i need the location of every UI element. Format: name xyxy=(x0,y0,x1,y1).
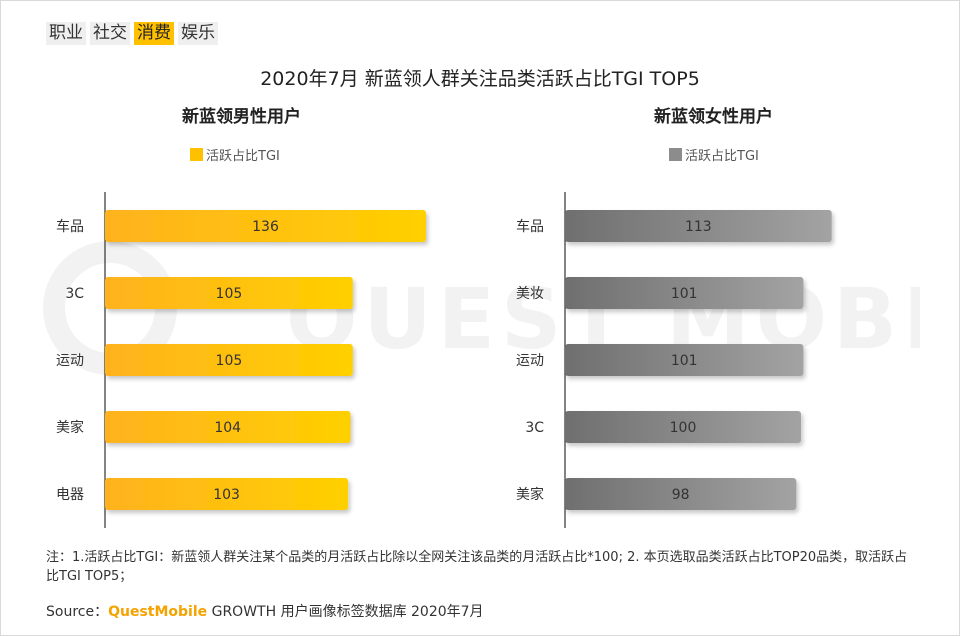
footnote: 注：1.活跃占比TGI：新蓝领人群关注某个品类的月活跃占比除以全网关注该品类的月… xyxy=(46,550,908,584)
category-label: 车品 xyxy=(516,218,544,235)
bar-运动 xyxy=(105,344,353,376)
bar-车品 xyxy=(565,210,832,242)
category-label: 3C xyxy=(525,420,544,436)
male-bar-chart: 136 车品 105 3C 105 运动 104 美家 103 电器 xyxy=(56,192,426,528)
category-label: 美妆 xyxy=(516,286,544,302)
female-legend: 活跃占比TGI xyxy=(669,145,759,164)
bar-电器 xyxy=(105,478,349,510)
tab-social[interactable]: 社交 xyxy=(90,22,130,45)
chart-title: 2020年7月 新蓝领人群关注品类活跃占比TGI TOP5 xyxy=(260,68,700,90)
bar-3C xyxy=(565,411,802,443)
bar-车品 xyxy=(105,210,426,242)
category-label: 美家 xyxy=(516,486,544,503)
female-legend-label: 活跃占比TGI xyxy=(685,149,759,164)
data-label: 100 xyxy=(670,420,697,436)
category-label: 美家 xyxy=(56,419,84,436)
male-legend-swatch xyxy=(190,148,203,161)
male-legend-label: 活跃占比TGI xyxy=(206,149,280,164)
data-label: 103 xyxy=(213,487,240,503)
tab-consumption[interactable]: 消费 xyxy=(134,22,174,45)
source-line: Source：QuestMobile GROWTH 用户画像标签数据库 2020… xyxy=(46,601,484,621)
male-legend: 活跃占比TGI xyxy=(190,145,280,164)
tab-career[interactable]: 职业 xyxy=(46,22,86,45)
bar-运动 xyxy=(565,344,804,376)
male-panel-title: 新蓝领男性用户 xyxy=(182,107,301,127)
data-label: 101 xyxy=(671,353,698,369)
category-label: 电器 xyxy=(56,487,84,503)
category-tabs: 职业 社交 消费 娱乐 xyxy=(46,22,218,45)
data-label: 105 xyxy=(216,286,243,302)
data-label: 136 xyxy=(252,219,279,235)
source-brand: QuestMobile xyxy=(108,604,208,620)
bar-美妆 xyxy=(565,277,804,309)
female-legend-swatch xyxy=(669,148,682,161)
bar-美家 xyxy=(105,411,351,443)
category-label: 运动 xyxy=(56,353,84,369)
tab-entertainment[interactable]: 娱乐 xyxy=(178,22,218,45)
source-prefix: Source： xyxy=(46,604,109,620)
category-label: 3C xyxy=(65,286,84,302)
category-label: 运动 xyxy=(516,353,544,369)
female-bar-chart: 113 车品 101 美妆 101 运动 100 3C 98 美家 xyxy=(516,192,832,528)
data-label: 101 xyxy=(671,286,698,302)
source-rest: GROWTH 用户画像标签数据库 2020年7月 xyxy=(207,604,484,620)
female-panel-title: 新蓝领女性用户 xyxy=(654,107,773,127)
data-label: 98 xyxy=(672,487,690,503)
data-label: 104 xyxy=(214,420,241,436)
data-label: 105 xyxy=(216,353,243,369)
bar-美家 xyxy=(565,478,797,510)
bar-3C xyxy=(105,277,353,309)
data-label: 113 xyxy=(685,219,712,235)
category-label: 车品 xyxy=(56,218,84,235)
